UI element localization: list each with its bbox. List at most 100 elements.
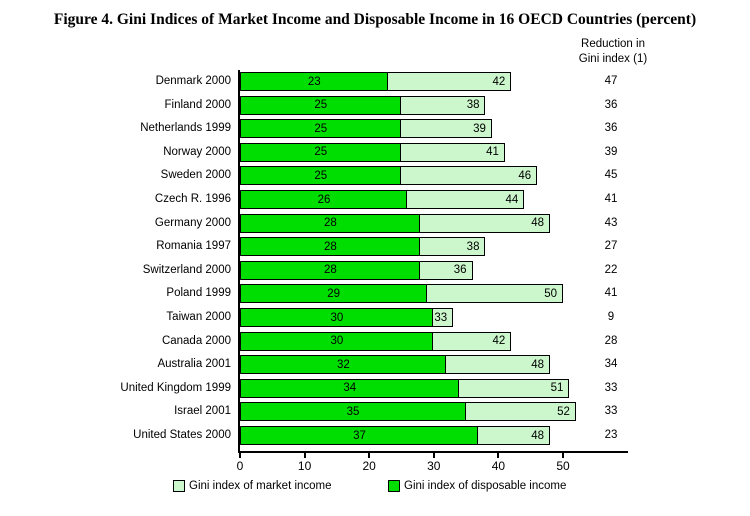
market-income-value-label: 38 — [466, 99, 480, 112]
category-label: United States 2000 — [133, 429, 231, 441]
bar-row: 25 39 — [240, 119, 492, 139]
reduction-value: 41 — [604, 287, 618, 300]
x-axis-tick-label: 30 — [427, 459, 441, 473]
disposable-income-value-label: 30 — [330, 311, 344, 324]
market-income-value-label: 36 — [453, 264, 467, 277]
market-income-value-label: 42 — [492, 335, 506, 348]
bar-row: 28 38 — [240, 237, 486, 257]
category-label: Poland 1999 — [166, 287, 231, 300]
disposable-income-value-label: 28 — [324, 217, 337, 230]
disposable-income-value-label: 30 — [330, 335, 344, 348]
disposable-income-bar: 23 — [240, 72, 389, 91]
x-axis-tick-label: 0 — [236, 459, 244, 473]
bar-row: 35 52 — [240, 402, 576, 422]
disposable-income-value-label: 25 — [314, 169, 328, 182]
bar-row: 25 38 — [240, 95, 486, 115]
category-label: Denmark 2000 — [155, 75, 231, 87]
x-axis-tick-mark — [432, 453, 435, 458]
disposable-income-bar: 30 — [240, 331, 434, 351]
disposable-income-value-label: 28 — [324, 264, 337, 277]
disposable-income-bar: 29 — [240, 284, 428, 304]
bar-row: 30 42 — [240, 331, 512, 351]
legend-item-disposable-income: Gini index of disposable income — [388, 478, 566, 493]
reduction-value: 33 — [604, 381, 618, 394]
category-label: Romania 1997 — [156, 240, 231, 253]
reduction-value: 39 — [604, 145, 618, 158]
market-income-value-label: 42 — [492, 75, 506, 88]
reduction-value: 28 — [604, 334, 618, 347]
disposable-income-bar: 30 — [240, 308, 434, 327]
disposable-income-bar: 32 — [240, 355, 447, 375]
market-income-bar: 48 — [445, 355, 551, 375]
category-label: Taiwan 2000 — [166, 311, 231, 323]
market-income-bar: 33 — [432, 308, 454, 327]
market-income-value-label: 50 — [544, 287, 557, 300]
x-axis-tick-mark — [497, 453, 500, 458]
x-axis-line — [238, 451, 628, 453]
market-income-value-label: 48 — [531, 217, 545, 230]
x-axis-tick-mark — [562, 453, 564, 458]
market-income-bar: 42 — [432, 331, 512, 351]
disposable-income-value-label: 25 — [314, 146, 328, 159]
bar-row: 30 33 — [240, 308, 454, 327]
category-label: Australia 2001 — [157, 358, 231, 371]
market-income-value-label: 38 — [466, 240, 480, 253]
reduction-value: 36 — [604, 98, 618, 111]
category-label: Czech R. 1996 — [154, 193, 231, 205]
x-axis-tick-mark — [303, 453, 306, 458]
reduction-header-line2: Gini index (1) — [578, 52, 648, 65]
market-income-bar: 38 — [419, 237, 486, 257]
category-label: Switzerland 2000 — [142, 263, 231, 276]
market-income-value-label: 46 — [518, 169, 532, 182]
market-income-bar: 51 — [458, 378, 570, 398]
market-income-bar: 41 — [399, 142, 505, 162]
market-income-bar: 42 — [386, 72, 512, 91]
reduction-value: 33 — [604, 405, 618, 418]
reduction-value: 9 — [607, 311, 615, 323]
bar-row: 37 48 — [240, 426, 551, 445]
disposable-income-value-label: 29 — [327, 287, 341, 300]
bar-row: 32 48 — [240, 355, 551, 375]
category-label: Finland 2000 — [164, 98, 232, 111]
disposable-income-swatch-icon — [388, 479, 400, 492]
disposable-income-value-label: 28 — [324, 240, 337, 253]
reduction-value: 47 — [604, 75, 618, 87]
category-label: Canada 2000 — [161, 334, 231, 347]
y-axis-line — [238, 70, 240, 453]
market-income-bar: 48 — [419, 213, 551, 233]
category-label: Israel 2001 — [174, 405, 231, 418]
disposable-income-value-label: 34 — [343, 382, 357, 395]
disposable-income-bar: 25 — [240, 95, 402, 115]
legend-label-disposable-income: Gini index of disposable income — [404, 479, 567, 492]
bar-row: 29 50 — [240, 284, 563, 304]
disposable-income-value-label: 32 — [336, 358, 350, 371]
market-income-bar: 38 — [399, 95, 486, 115]
category-label: Norway 2000 — [163, 145, 231, 158]
x-axis-tick-label: 40 — [491, 459, 506, 473]
market-income-value-label: 39 — [473, 122, 486, 135]
x-axis-tick-mark — [239, 453, 241, 458]
disposable-income-bar: 26 — [240, 190, 408, 209]
chart-title: Figure 4. Gini Indices of Market Income … — [53, 11, 697, 28]
category-label: United Kingdom 1999 — [120, 381, 231, 394]
market-income-bar: 48 — [477, 426, 551, 445]
bar-row: 28 48 — [240, 213, 551, 233]
market-income-bar: 36 — [419, 260, 473, 280]
bar-row: 25 41 — [240, 142, 505, 162]
market-income-value-label: 48 — [531, 429, 545, 442]
market-income-bar: 44 — [406, 190, 525, 209]
market-income-value-label: 41 — [486, 146, 499, 159]
reduction-value: 23 — [604, 429, 618, 441]
legend-label-market-income: Gini index of market income — [189, 479, 332, 492]
x-axis-tick-label: 50 — [556, 459, 570, 473]
disposable-income-bar: 25 — [240, 166, 402, 186]
reduction-value: 34 — [604, 358, 618, 371]
reduction-value: 41 — [604, 193, 618, 205]
x-axis-tick-label: 20 — [362, 459, 376, 473]
market-income-bar: 46 — [399, 166, 538, 186]
x-axis-tick-label: 10 — [297, 459, 312, 473]
reduction-value: 43 — [604, 216, 618, 229]
market-income-bar: 39 — [399, 119, 492, 139]
category-label: Germany 2000 — [154, 216, 231, 229]
